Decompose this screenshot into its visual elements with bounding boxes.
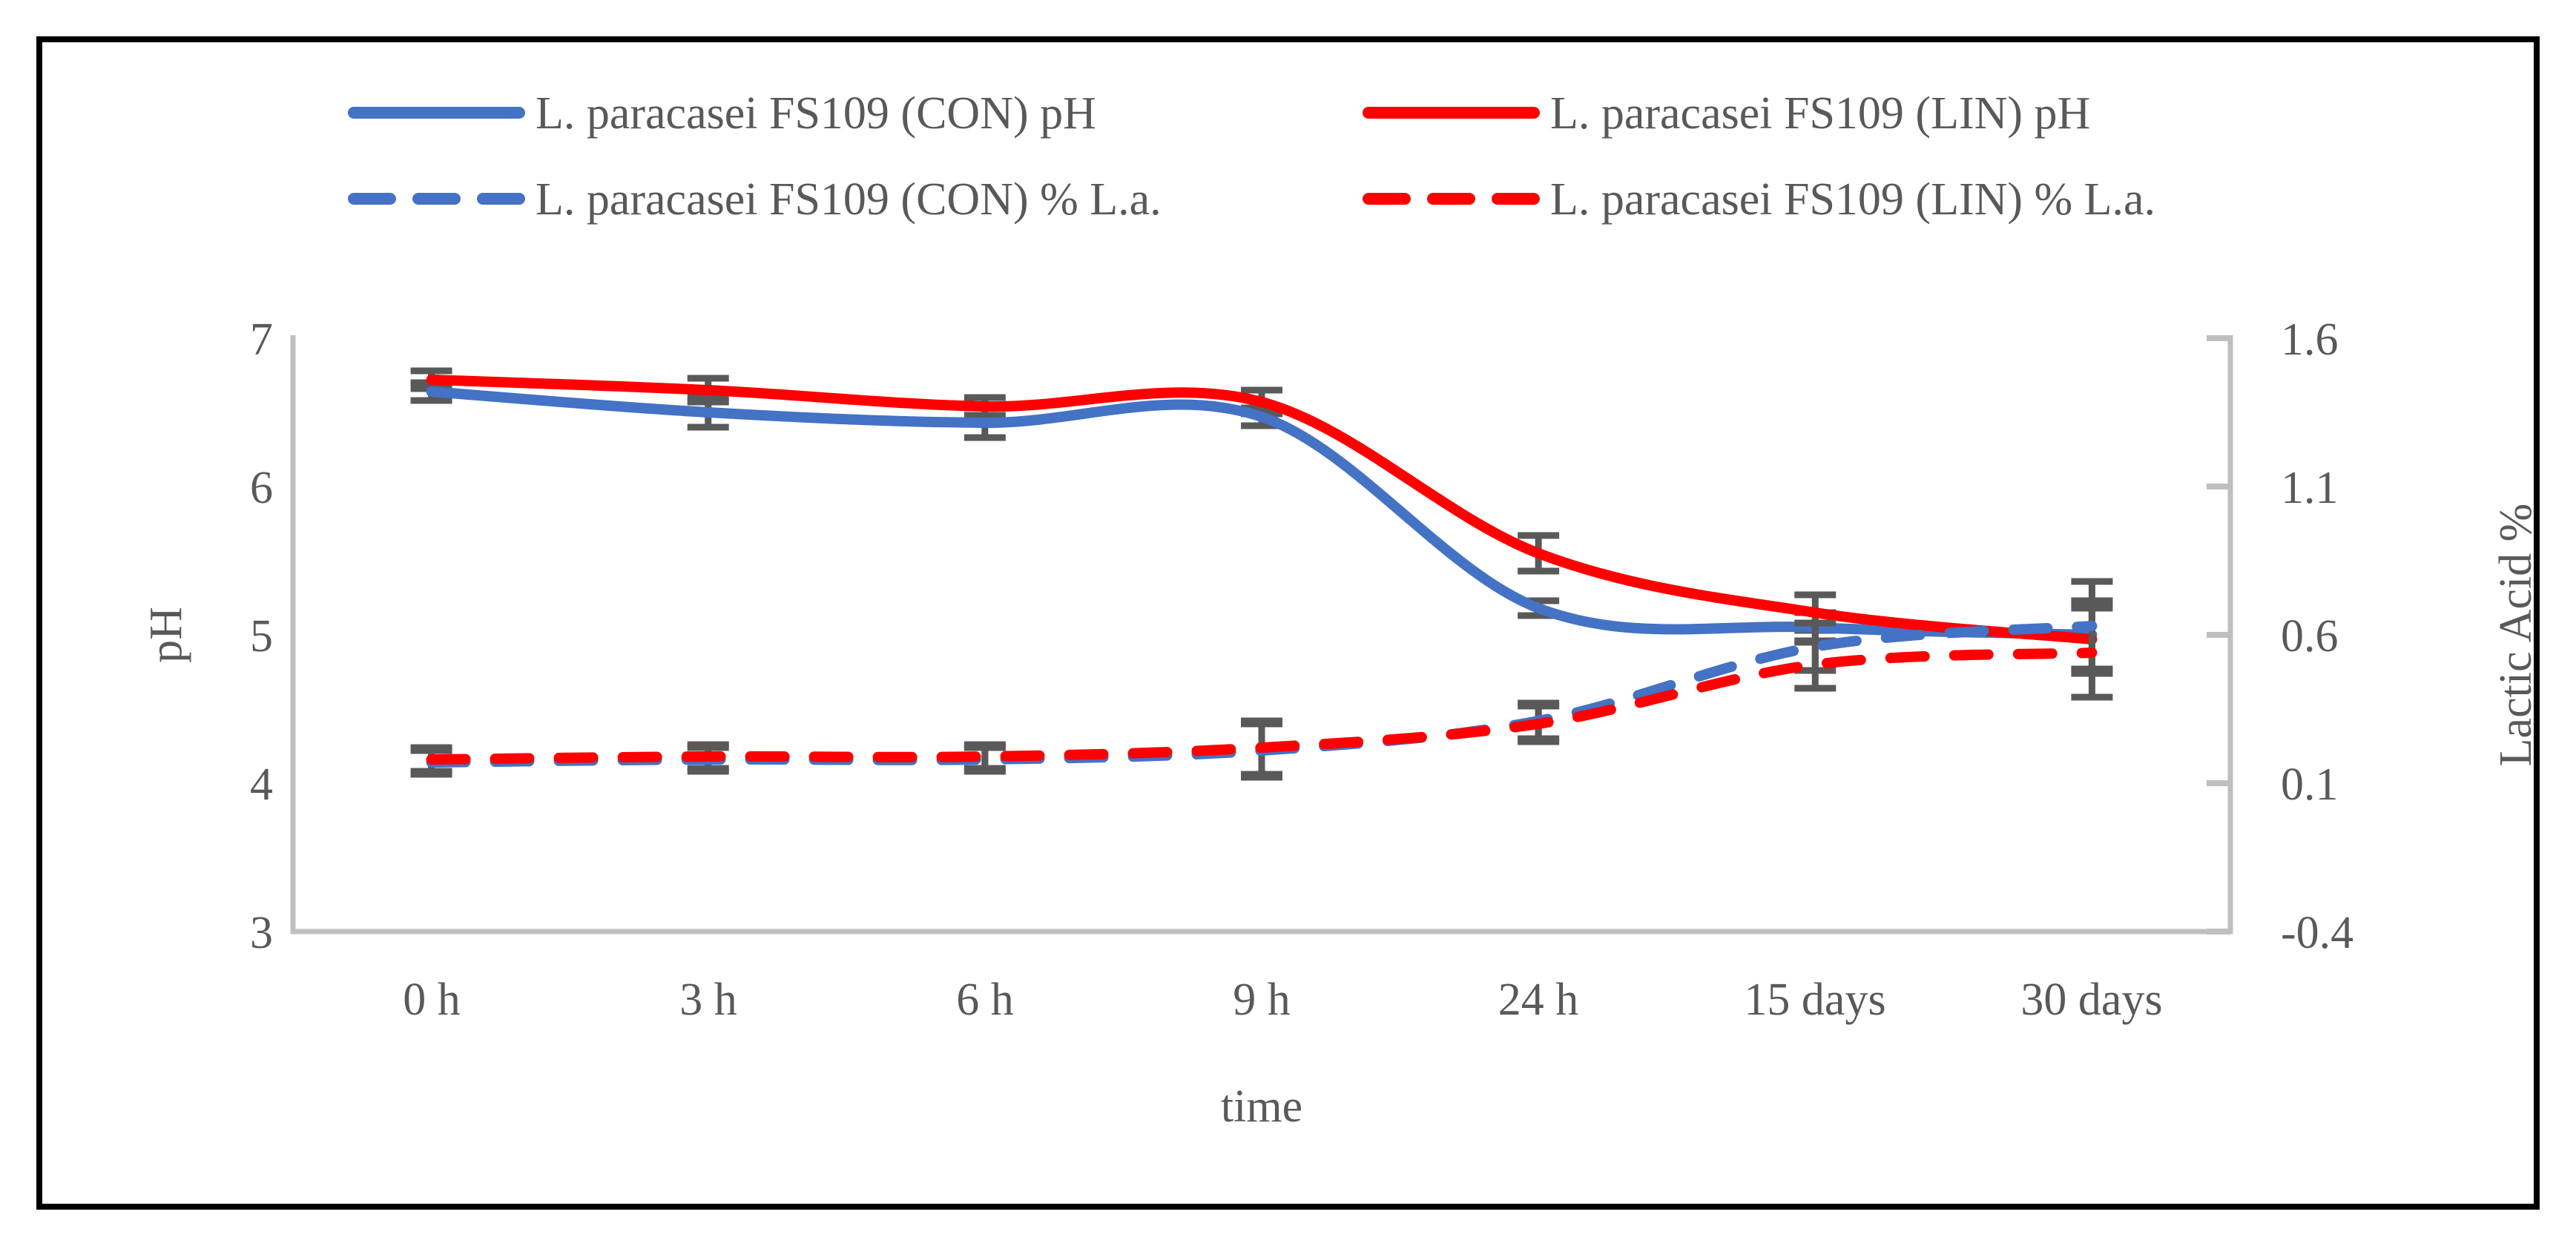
y-right-tick-label: 0.6 bbox=[2281, 611, 2339, 662]
series-layer bbox=[410, 367, 2113, 781]
x-tick-label: 0 h bbox=[403, 975, 461, 1025]
figure-border bbox=[36, 36, 2540, 1210]
y-left-tick-label: 3 bbox=[250, 908, 273, 958]
x-tick-label: 3 h bbox=[679, 975, 737, 1025]
y-left-tick-label: 4 bbox=[250, 759, 273, 810]
y-left-axis-title: pH bbox=[141, 607, 191, 663]
x-axis-title: time bbox=[1221, 1081, 1302, 1132]
y-left-tick-label: 5 bbox=[250, 611, 273, 662]
y-right-tick-label: 0.1 bbox=[2281, 759, 2339, 810]
legend-label-con-ph: L. paracasei FS109 (CON) pH bbox=[536, 88, 1096, 139]
legend: L. paracasei FS109 (CON) pH L. paracasei… bbox=[348, 88, 2155, 225]
series-line bbox=[426, 375, 2098, 645]
x-tick-label: 9 h bbox=[1233, 975, 1291, 1025]
x-tick-label: 15 days bbox=[1744, 975, 1885, 1025]
y-right-axis-title: Lactic Acid % bbox=[2491, 504, 2541, 767]
legend-label-lin-ph: L. paracasei FS109 (LIN) pH bbox=[1550, 88, 2090, 139]
y-right-tick-label: -0.4 bbox=[2281, 908, 2353, 958]
x-tick-label: 30 days bbox=[2020, 975, 2162, 1025]
legend-label-lin-la: L. paracasei FS109 (LIN) % L.a. bbox=[1550, 174, 2155, 225]
y-right-tick-label: 1.1 bbox=[2281, 463, 2339, 513]
y-left-tick-label: 6 bbox=[250, 463, 273, 513]
x-tick-label: 24 h bbox=[1498, 975, 1579, 1025]
series-line bbox=[426, 647, 2098, 765]
y-right-tick-label: 1.6 bbox=[2281, 314, 2339, 365]
legend-label-con-la: L. paracasei FS109 (CON) % L.a. bbox=[536, 174, 1162, 225]
error-bars bbox=[410, 604, 2113, 778]
x-tick-label: 6 h bbox=[956, 975, 1014, 1025]
y-left-tick-label: 7 bbox=[250, 314, 273, 365]
